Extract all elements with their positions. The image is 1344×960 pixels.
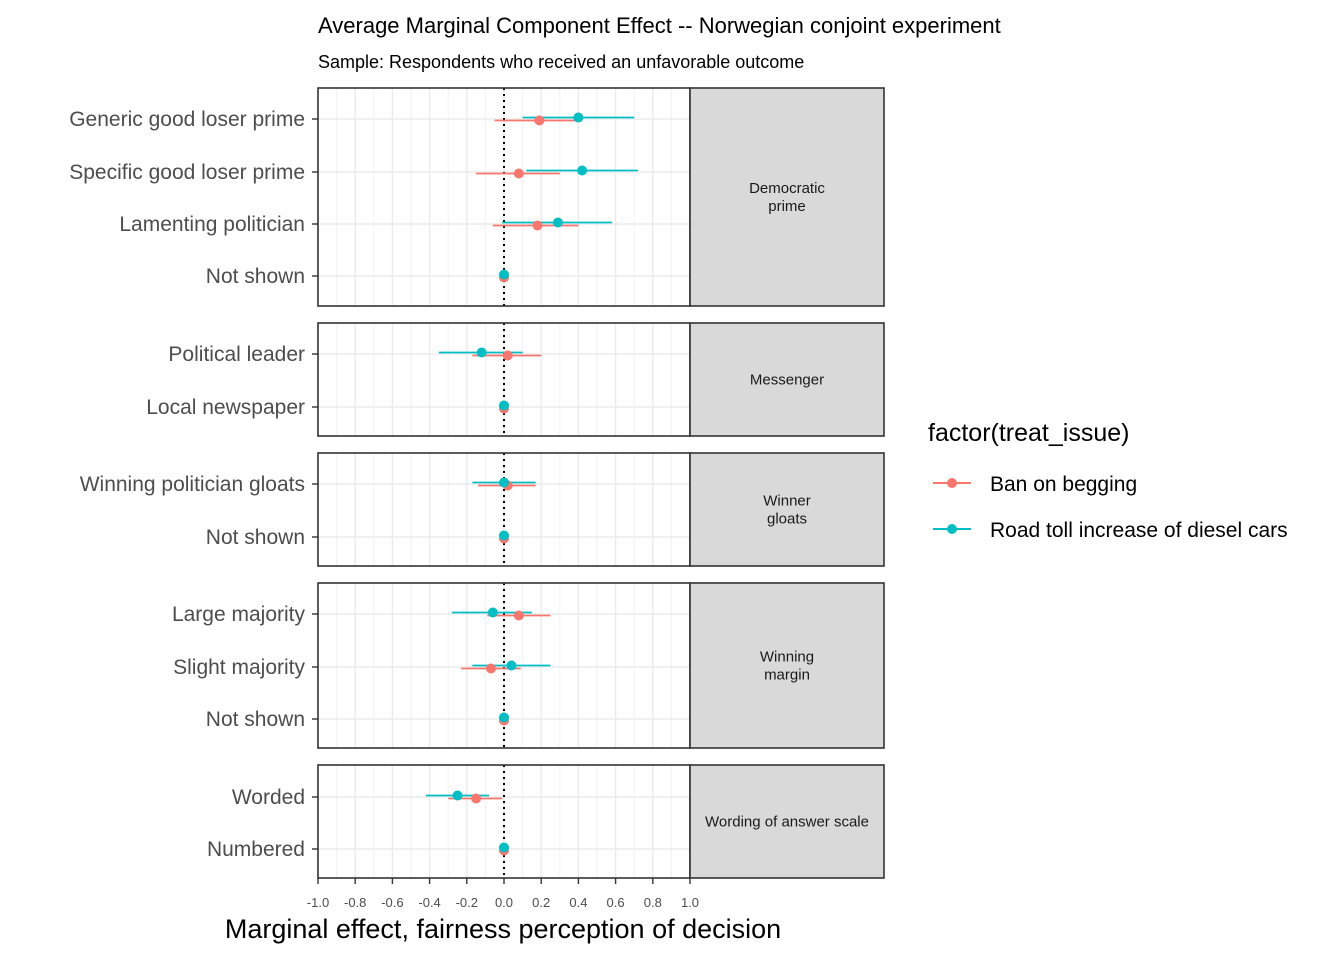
legend: factor(treat_issue) Ban on begging Road t… <box>928 419 1288 542</box>
y-tick-label: Local newspaper <box>146 396 305 419</box>
facet-panel-2: Political leader Local newspaper Messenger <box>146 322 885 437</box>
legend-label-ban-on-begging: Ban on begging <box>990 473 1137 496</box>
x-tick-label: 0.4 <box>569 895 587 910</box>
chart-title: Average Marginal Component Effect -- Nor… <box>318 13 1001 38</box>
y-tick-label: Worded <box>232 786 305 809</box>
point-ban-on-begging-generic-good-loser-prime <box>534 115 545 126</box>
x-axis: -1.0 -0.8 -0.6 -0.4 -0.2 0.0 0.2 0.4 0.6 0.8 1.0 <box>307 878 699 910</box>
point-ban-on-begging-political-leader <box>502 350 513 361</box>
point-road-toll-increase-of-diesel-cars-winning-politician-gloats <box>499 477 509 488</box>
y-tick-label: Lamenting politician <box>119 213 305 236</box>
x-axis-title: Marginal effect, fairness perception of … <box>225 914 781 944</box>
x-tick-label: 1.0 <box>681 895 699 910</box>
facet-panel-4: Large majority Slight majority Not shown Wi… <box>172 582 885 749</box>
point-road-toll-increase-of-diesel-cars-political-leader <box>476 347 487 358</box>
y-tick-label: Generic good loser prime <box>69 108 305 131</box>
point-road-toll-increase-of-diesel-cars-not-shown <box>499 269 509 280</box>
point-ban-on-begging-lamenting-politician <box>532 220 543 231</box>
facet-strip-label: Messenger <box>750 372 824 389</box>
facet-strip-label: margin <box>764 667 810 684</box>
x-tick-label: -0.8 <box>344 895 366 910</box>
x-tick-label: -1.0 <box>307 895 329 910</box>
y-tick-label: Political leader <box>168 343 305 366</box>
legend-label-road-toll-increase-of-diesel-cars: Road toll increase of diesel cars <box>990 519 1288 542</box>
y-tick-label: Not shown <box>206 708 305 731</box>
y-tick-label: Not shown <box>206 265 305 288</box>
x-tick-label: 0.8 <box>644 895 662 910</box>
facet-strip <box>689 452 885 567</box>
chart-subtitle: Sample: Respondents who received an unfa… <box>318 52 804 72</box>
facet-strip-label: Winning <box>760 649 814 666</box>
x-tick-label: 0.2 <box>532 895 550 910</box>
y-tick-label: Large majority <box>172 603 306 626</box>
point-road-toll-increase-of-diesel-cars-generic-good-loser-prime <box>573 112 584 123</box>
facet-strip <box>689 87 885 307</box>
facet-strip-label: Wording of answer scale <box>705 814 869 831</box>
point-road-toll-increase-of-diesel-cars-not-shown <box>499 712 509 723</box>
x-tick-label: 0.0 <box>495 895 513 910</box>
y-tick-label: Specific good loser prime <box>69 161 305 184</box>
legend-key-point <box>947 524 957 534</box>
point-ban-on-begging-slight-majority <box>485 663 496 674</box>
x-tick-label: 0.6 <box>607 895 625 910</box>
point-road-toll-increase-of-diesel-cars-large-majority <box>487 607 498 618</box>
facet-strip-label: Winner <box>763 493 811 510</box>
point-ban-on-begging-specific-good-loser-prime <box>513 168 524 179</box>
y-tick-label: Not shown <box>206 526 305 549</box>
legend-title: factor(treat_issue) <box>928 419 1129 447</box>
y-tick-label: Slight majority <box>173 656 305 679</box>
facet-panel-5: Worded Numbered Wording of answer scale <box>207 764 885 879</box>
point-road-toll-increase-of-diesel-cars-local-newspaper <box>499 400 509 411</box>
x-tick-label: -0.2 <box>456 895 478 910</box>
y-tick-label: Numbered <box>207 838 305 861</box>
x-tick-label: -0.6 <box>381 895 403 910</box>
facet-strip <box>689 764 885 879</box>
facet-strip-label: Democratic <box>749 180 825 197</box>
point-road-toll-increase-of-diesel-cars-slight-majority <box>506 660 517 671</box>
point-road-toll-increase-of-diesel-cars-not-shown <box>499 530 509 541</box>
facet-strip-label: gloats <box>767 511 807 528</box>
facet-panel-1: Generic good loser prime Specific good lo… <box>69 87 885 307</box>
facet-strip-label: prime <box>768 198 806 215</box>
facet-panel-3: Winning politician gloats Not shown Winner… <box>80 452 885 567</box>
legend-key-point <box>947 478 957 488</box>
facet-strip <box>689 322 885 437</box>
point-ban-on-begging-large-majority <box>513 610 524 621</box>
point-ban-on-begging-worded <box>471 793 482 804</box>
x-tick-label: -0.4 <box>418 895 440 910</box>
y-tick-label: Winning politician gloats <box>80 473 305 496</box>
point-road-toll-increase-of-diesel-cars-specific-good-loser-prime <box>577 165 588 176</box>
facet-panels: Generic good loser prime Specific good lo… <box>69 87 885 879</box>
point-road-toll-increase-of-diesel-cars-numbered <box>499 842 509 853</box>
point-road-toll-increase-of-diesel-cars-worded <box>452 790 463 801</box>
facet-strip <box>689 582 885 749</box>
point-road-toll-increase-of-diesel-cars-lamenting-politician <box>552 217 563 228</box>
